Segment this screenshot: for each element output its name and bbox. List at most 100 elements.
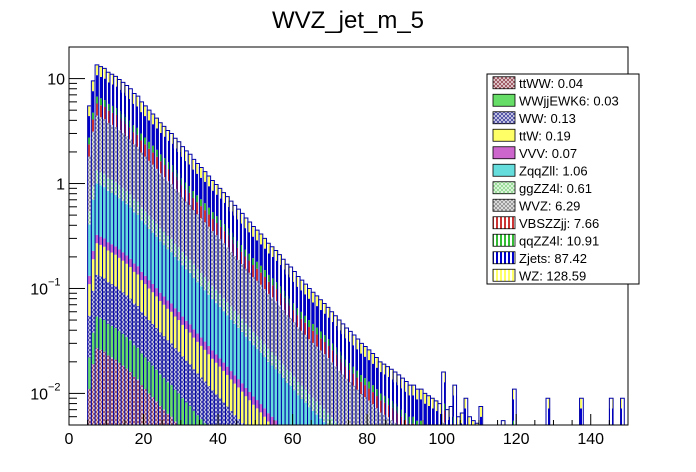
bar-VBSZZjj-31 (184, 189, 189, 202)
bar-qqZZ4l-66 (314, 327, 319, 335)
bar-ttWW-27 (169, 416, 174, 425)
bar-qqZZ4l-85 (385, 398, 390, 406)
bar-VVV-26 (165, 300, 170, 309)
bin-53 (266, 242, 271, 425)
bar-Zjets-56 (277, 264, 282, 287)
bar-WZ-36 (203, 171, 207, 182)
bar-WZ-41 (221, 192, 226, 203)
bar-qqZZ4l-37 (206, 207, 211, 215)
bar-ttW-44 (232, 383, 237, 416)
bar-ZqqZll-66 (314, 414, 319, 425)
bar-ttWW-22 (150, 397, 155, 425)
bar-WZ-25 (162, 126, 166, 137)
bar-VBSZZjj-67 (318, 338, 323, 351)
bar-outline-119 (511, 388, 517, 425)
y-tick-value: 1 (56, 177, 65, 194)
bar-WZ-103 (452, 385, 457, 396)
bar-VBSZZjj-79 (363, 385, 368, 398)
bar-VBSZZjj-85 (385, 405, 390, 418)
bar-qqZZ4l-72 (337, 351, 342, 359)
bin-55 (273, 250, 279, 425)
bar-WWjjEWK6-24 (158, 374, 163, 406)
bin-34 (195, 163, 200, 425)
bar-WZ-34 (195, 163, 200, 174)
bar-qqZZ4l-38 (210, 212, 215, 220)
bar-WVZ-82 (374, 408, 379, 425)
bar-ttW-42 (225, 374, 230, 407)
bar-VVV-33 (191, 329, 196, 338)
bar-VBSZZjj-89 (400, 416, 405, 425)
bar-Zjets-57 (281, 269, 286, 291)
bar-ggZZ4l-17 (132, 198, 137, 213)
bar-VBSZZjj-78 (359, 381, 364, 395)
bin-20 (143, 105, 148, 425)
bar-VVV-45 (236, 379, 241, 388)
bar-WZ-95 (423, 393, 427, 404)
bar-VVV-49 (251, 396, 256, 405)
bar-ggZZ4l-29 (177, 247, 181, 261)
bar-WZ-12 (113, 76, 118, 87)
bar-VBSZZjj-63 (303, 322, 308, 335)
bar-WZ-80 (367, 349, 371, 361)
bar-VBSZZjj-9 (102, 106, 107, 120)
bar-WWjjEWK6-31 (184, 402, 189, 425)
bar-ttW-23 (154, 296, 159, 329)
bar-WZ-104 (456, 416, 461, 425)
bar-ZqqZll-19 (139, 220, 144, 272)
bar-ttW-47 (244, 396, 248, 425)
bar-WVZ-25 (162, 177, 166, 232)
bar-qqZZ4l-45 (236, 240, 241, 248)
legend-entry-ggZZ4l: ggZZ4l: 0.61 (492, 181, 592, 196)
legend-label: ZqqZll: 1.06 (519, 163, 588, 178)
bar-WZ-92 (411, 385, 416, 396)
bar-qqZZ4l-61 (296, 308, 301, 316)
bar-WZ-81 (370, 353, 375, 364)
bar-VBSZZjj-51 (259, 272, 263, 285)
bar-qqZZ4l-19 (139, 133, 144, 141)
bar-qqZZ4l-26 (165, 162, 170, 170)
legend-entry-WVZ: WVZ: 6.29 (492, 198, 580, 213)
bar-ggZZ4l-13 (117, 184, 122, 199)
bar-WZ-49 (251, 226, 256, 237)
bar-qqZZ4l-74 (344, 359, 349, 367)
bar-Zjets-68 (322, 313, 327, 336)
bar-Zjets-96 (426, 405, 431, 425)
bin-98 (433, 400, 439, 425)
bar-WW-24 (158, 332, 163, 375)
bar-Zjets-6 (91, 91, 96, 113)
bar-qqZZ4l-29 (177, 173, 181, 181)
bar-WW-35 (199, 377, 204, 420)
bar-WZ-93 (415, 389, 420, 400)
bar-WZ-137 (579, 398, 584, 409)
bar-VBSZZjj-18 (136, 134, 140, 147)
bar-VBSZZjj-58 (285, 302, 289, 315)
bar-WZ-107 (467, 416, 472, 425)
bar-Zjets-22 (150, 124, 155, 146)
bin-65 (310, 291, 316, 425)
bar-ggZZ4l-42 (225, 302, 230, 316)
bar-WVZ-10 (106, 122, 110, 178)
bar-WVZ-76 (352, 385, 356, 425)
bin-54 (269, 246, 275, 425)
legend-label: qqZZ4l: 10.91 (519, 233, 599, 248)
bar-VVV-43 (229, 371, 233, 380)
bar-Zjets-95 (423, 403, 427, 425)
bar-WVZ-35 (199, 218, 204, 273)
bin-110 (478, 406, 484, 425)
bar-ttW-30 (180, 324, 185, 357)
bar-VBSZZjj-100 (441, 410, 446, 423)
bar-WVZ-26 (165, 181, 170, 236)
bar-qqZZ4l-82 (374, 389, 379, 397)
bar-VBSZZjj-39 (214, 223, 219, 236)
bar-VVV-40 (218, 358, 222, 367)
bar-WVZ-74 (344, 378, 349, 425)
bar-qqZZ4l-17 (132, 125, 137, 133)
bar-qqZZ4l-76 (352, 366, 356, 374)
bar-qqZZ4l-84 (382, 395, 386, 403)
bar-qqZZ4l-43 (229, 232, 233, 240)
bar-WWjjEWK6-5 (87, 357, 92, 390)
bar-Zjets-32 (188, 164, 192, 186)
bar-qqZZ4l-31 (184, 182, 189, 190)
bar-WWjjEWK6-28 (173, 389, 178, 422)
bar-WZ-16 (128, 88, 133, 99)
